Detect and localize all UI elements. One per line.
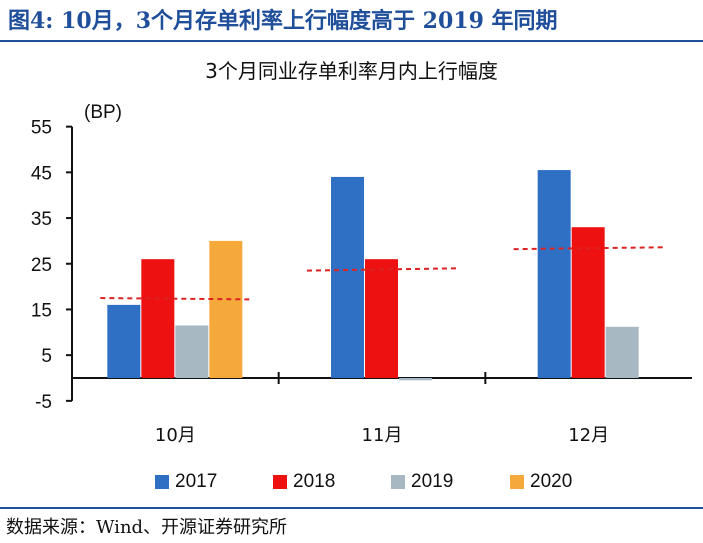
y-tick-label: 25 (31, 255, 52, 276)
bar-2019-1 (175, 325, 209, 378)
reference-line (100, 297, 251, 301)
reference-line (306, 267, 458, 272)
source-rule (0, 507, 703, 509)
bar-2018-3 (571, 227, 605, 378)
x-tick-label: 11月 (362, 425, 403, 446)
bar-2020-1 (209, 240, 243, 378)
y-tick-label: 55 (31, 118, 52, 139)
y-tick-label: 35 (31, 209, 52, 230)
plot-area: -5 5 15 25 35 45 55 (BP) 10月 11月 12月 (31, 102, 692, 446)
legend-item-2017: 2017 (155, 468, 217, 496)
y-tick-label: 45 (31, 163, 52, 184)
bar-2017-3 (537, 170, 571, 378)
legend-item-2019: 2019 (391, 468, 453, 496)
bar-2018-1 (141, 259, 175, 378)
x-tick-label: 12月 (568, 425, 609, 446)
y-axis-label: (BP) (84, 102, 122, 123)
legend-label: 2019 (411, 471, 454, 492)
bar-2017-1 (107, 304, 141, 378)
bar-2019-2 (399, 378, 432, 381)
legend-swatch (510, 475, 524, 489)
chart-legend: 2017 2018 2019 2020 (0, 468, 703, 496)
bar-2017-2 (331, 176, 364, 378)
legend-label: 2018 (293, 471, 336, 492)
legend-label: 2020 (530, 471, 573, 492)
source-note: 数据来源：Wind、开源证券研究所 (6, 517, 288, 538)
x-tick-label: 10月 (155, 425, 196, 446)
y-tick-label: -5 (35, 392, 52, 413)
chart-title: 3个月同业存单利率月内上行幅度 (205, 59, 498, 83)
legend-item-2020: 2020 (510, 468, 572, 496)
legend-swatch (273, 475, 287, 489)
bar-2018-2 (365, 259, 398, 378)
legend-swatch (155, 475, 169, 489)
title-rule (0, 40, 703, 42)
bar-2019-3 (605, 326, 639, 378)
figure-title: 图4: 10月，3个月存单利率上行幅度高于 2019 年同期 (8, 8, 558, 34)
y-tick-label: 15 (31, 300, 52, 321)
y-tick-label: 5 (41, 346, 52, 367)
bar-chart: -5 5 15 25 35 45 55 (BP) 10月 11月 12月 (31, 102, 692, 446)
legend-swatch (391, 475, 405, 489)
reference-line (513, 246, 664, 251)
legend-label: 2017 (175, 471, 218, 492)
legend-item-2018: 2018 (273, 468, 335, 496)
